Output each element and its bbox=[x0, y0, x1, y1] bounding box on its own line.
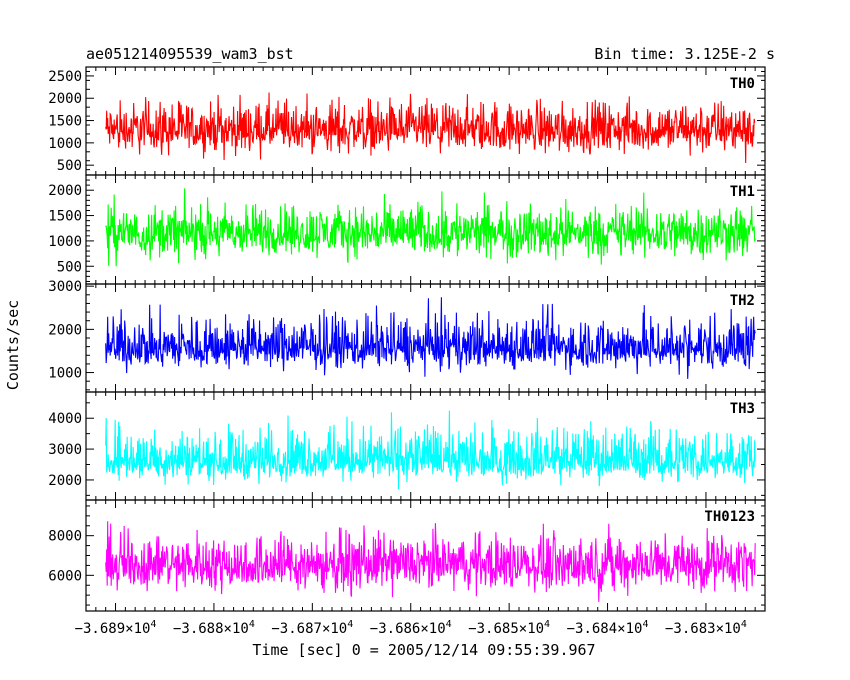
y-tick-label: 1000 bbox=[48, 136, 82, 152]
y-tick-label: 2000 bbox=[48, 91, 82, 107]
y-tick-label: 3000 bbox=[48, 279, 82, 295]
y-tick-label: 1500 bbox=[48, 114, 82, 130]
panel-th2: 1000 2000 3000 TH2 bbox=[48, 279, 766, 393]
y-tick-label: 2000 bbox=[48, 473, 82, 489]
x-axis-label: Time [sec] 0 = 2005/12/14 09:55:39.967 bbox=[252, 641, 595, 659]
panel-label: TH3 bbox=[730, 401, 755, 417]
y-tick-label: 1500 bbox=[48, 209, 82, 225]
y-tick-label: 2000 bbox=[48, 183, 82, 199]
panel-label: TH0 bbox=[730, 76, 755, 92]
x-tick-label: −3.687×104 bbox=[271, 619, 353, 637]
panel-label: TH2 bbox=[730, 293, 755, 309]
series-line-th0 bbox=[105, 92, 756, 163]
series-line-th1 bbox=[105, 188, 756, 267]
x-tick-label: −3.685×104 bbox=[468, 619, 550, 637]
y-tick-label: 500 bbox=[57, 158, 82, 174]
series-line-th3 bbox=[105, 410, 756, 490]
plot-title-left: ae051214095539_wam3_bst bbox=[86, 45, 294, 63]
y-tick-label: 2000 bbox=[48, 322, 82, 338]
panel-th1: 500 1000 1500 2000 TH1 bbox=[48, 174, 766, 285]
y-tick-label: 2500 bbox=[48, 69, 82, 85]
y-tick-label: 8000 bbox=[48, 529, 82, 545]
y-tick-label: 6000 bbox=[48, 568, 82, 584]
x-tick-label: −3.688×104 bbox=[173, 619, 255, 637]
x-tick-label: −3.684×104 bbox=[567, 619, 649, 637]
x-tick-labels: −3.689×104 −3.688×104 −3.687×104 −3.686×104… bbox=[75, 619, 747, 637]
series-line-th0123 bbox=[105, 521, 756, 602]
panel-th0: 500 1000 1500 2000 2500 TH0 bbox=[48, 66, 766, 176]
y-tick-label: 3000 bbox=[48, 442, 82, 458]
panels-group: 500 1000 1500 2000 2500 TH0 500 1000 1500 2000 TH1… bbox=[48, 66, 766, 612]
panel-th0123: 6000 8000 TH0123 bbox=[48, 499, 766, 612]
x-tick-label: −3.689×104 bbox=[75, 619, 157, 637]
y-tick-label: 500 bbox=[57, 259, 82, 275]
y-tick-label: 4000 bbox=[48, 411, 82, 427]
panel-label: TH1 bbox=[730, 184, 755, 200]
y-tick-label: 1000 bbox=[48, 366, 82, 382]
plot-title-right: Bin time: 3.125E-2 s bbox=[594, 45, 775, 63]
panel-label: TH0123 bbox=[704, 509, 755, 525]
series-line-th2 bbox=[105, 297, 756, 379]
y-axis-label: Counts/sec bbox=[4, 300, 22, 390]
panel-th3: 2000 3000 4000 TH3 bbox=[48, 391, 766, 501]
y-tick-label: 1000 bbox=[48, 234, 82, 250]
x-tick-label: −3.683×104 bbox=[665, 619, 747, 637]
x-tick-label: −3.686×104 bbox=[370, 619, 452, 637]
